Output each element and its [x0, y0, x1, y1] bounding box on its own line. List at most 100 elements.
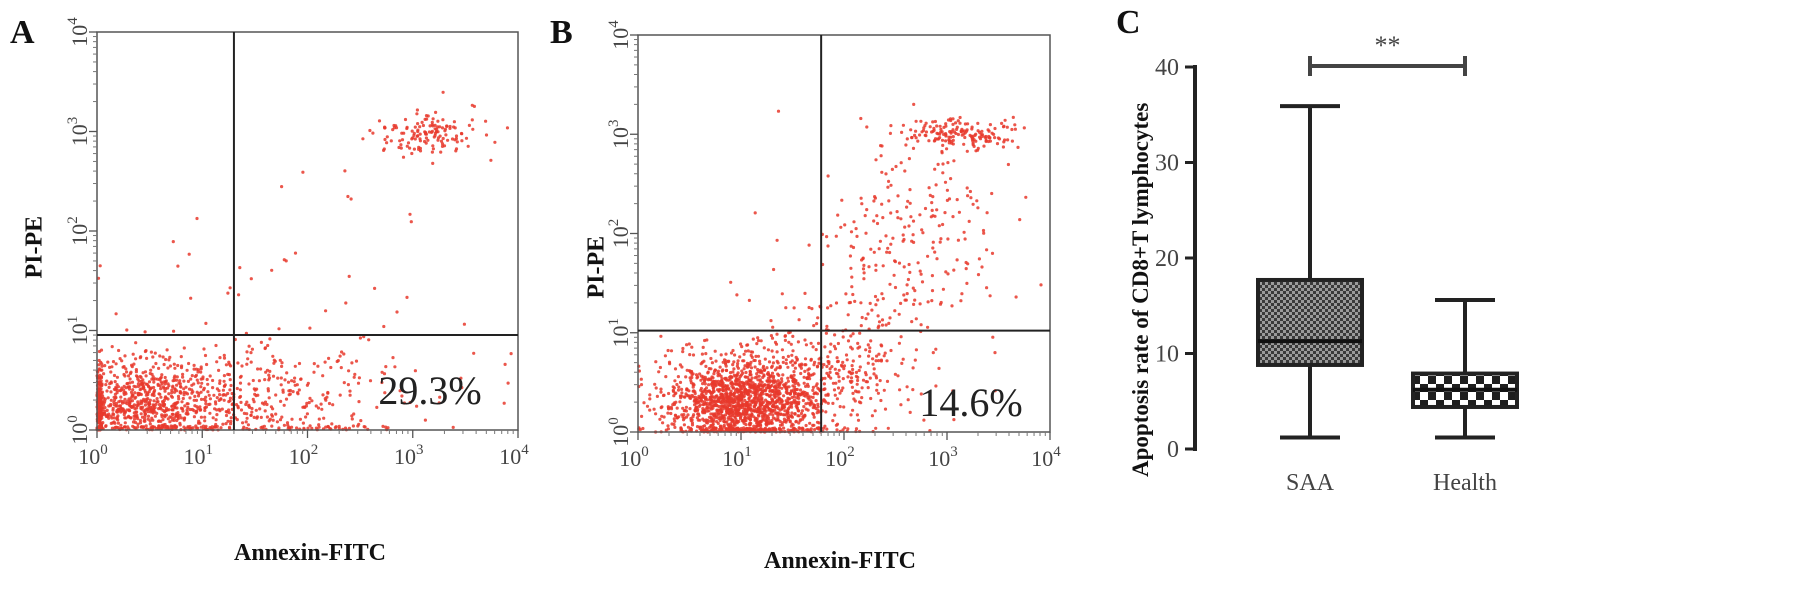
data-point	[669, 411, 673, 416]
data-point	[719, 379, 724, 383]
data-point	[659, 406, 663, 410]
data-point	[357, 400, 361, 404]
data-point	[759, 339, 763, 343]
data-point	[771, 361, 775, 365]
data-point	[723, 405, 727, 409]
data-point	[235, 386, 239, 391]
data-point	[754, 393, 758, 397]
data-point	[688, 376, 692, 380]
data-point	[881, 216, 885, 220]
data-point	[383, 137, 387, 142]
data-point	[408, 212, 412, 216]
data-point	[835, 360, 840, 364]
data-point	[104, 383, 108, 387]
data-point	[988, 123, 992, 127]
data-point	[756, 413, 761, 417]
data-point	[995, 142, 1000, 146]
data-point	[841, 428, 845, 432]
data-point	[354, 359, 359, 363]
data-point	[146, 417, 150, 421]
data-point	[903, 169, 907, 173]
data-point	[877, 359, 881, 363]
data-point	[359, 419, 363, 423]
data-point	[927, 186, 931, 190]
data-point	[172, 378, 176, 382]
data-point	[116, 421, 120, 425]
data-point	[257, 379, 261, 383]
data-point	[117, 348, 121, 353]
data-point	[157, 403, 162, 407]
data-point	[938, 240, 942, 244]
data-point	[189, 296, 193, 300]
data-point	[930, 274, 934, 278]
data-point	[112, 373, 117, 378]
data-point	[866, 386, 870, 390]
data-point	[127, 385, 132, 389]
data-point	[856, 378, 860, 383]
data-point	[780, 423, 784, 427]
data-point	[923, 206, 928, 211]
data-point	[919, 119, 923, 123]
y-tick-label: 102	[606, 219, 633, 249]
data-point	[190, 374, 194, 378]
data-point	[336, 359, 340, 363]
data-point	[170, 391, 174, 395]
data-point	[941, 171, 945, 175]
data-point	[108, 365, 112, 369]
data-point	[735, 378, 739, 382]
data-point	[338, 393, 342, 397]
data-point	[860, 396, 864, 400]
data-point	[934, 183, 938, 187]
data-point	[882, 388, 886, 392]
data-point	[726, 384, 730, 388]
data-point	[926, 325, 930, 329]
data-point	[342, 352, 346, 356]
data-point	[203, 419, 207, 423]
data-point	[642, 401, 646, 405]
data-point	[786, 354, 790, 358]
data-point	[125, 370, 129, 374]
data-point	[451, 425, 455, 429]
data-point	[305, 412, 309, 416]
data-point	[110, 345, 114, 349]
data-point	[302, 426, 306, 430]
data-point	[724, 368, 729, 373]
data-point	[899, 301, 903, 305]
data-point	[721, 381, 725, 385]
data-point	[140, 400, 144, 404]
data-point	[170, 395, 174, 399]
data-point	[122, 413, 126, 417]
y-tick-label: 0	[1167, 437, 1179, 463]
data-point	[858, 354, 862, 358]
data-point	[803, 357, 808, 361]
data-point	[870, 414, 874, 418]
data-point	[680, 391, 684, 395]
data-point	[324, 398, 328, 402]
x-tick-label: 104	[499, 442, 529, 469]
data-point	[745, 400, 749, 404]
data-point	[173, 366, 177, 370]
data-point	[223, 383, 227, 387]
data-point	[731, 363, 735, 367]
data-point	[751, 337, 755, 341]
data-point	[758, 362, 762, 366]
data-point	[238, 375, 242, 379]
data-point	[675, 406, 679, 410]
data-point	[1039, 283, 1043, 287]
data-point	[797, 421, 801, 425]
data-point	[139, 405, 143, 409]
data-point	[660, 414, 664, 418]
data-point	[433, 127, 437, 131]
data-point	[155, 397, 159, 401]
data-point	[97, 381, 101, 385]
data-point	[741, 359, 745, 363]
data-point	[811, 395, 815, 399]
data-point	[889, 242, 893, 246]
x-tick-exponent: 1	[744, 444, 752, 460]
data-point	[245, 400, 249, 404]
data-point	[100, 405, 104, 409]
data-point	[727, 403, 731, 407]
data-point	[729, 415, 733, 419]
data-point	[168, 355, 172, 359]
data-point	[1016, 145, 1020, 149]
